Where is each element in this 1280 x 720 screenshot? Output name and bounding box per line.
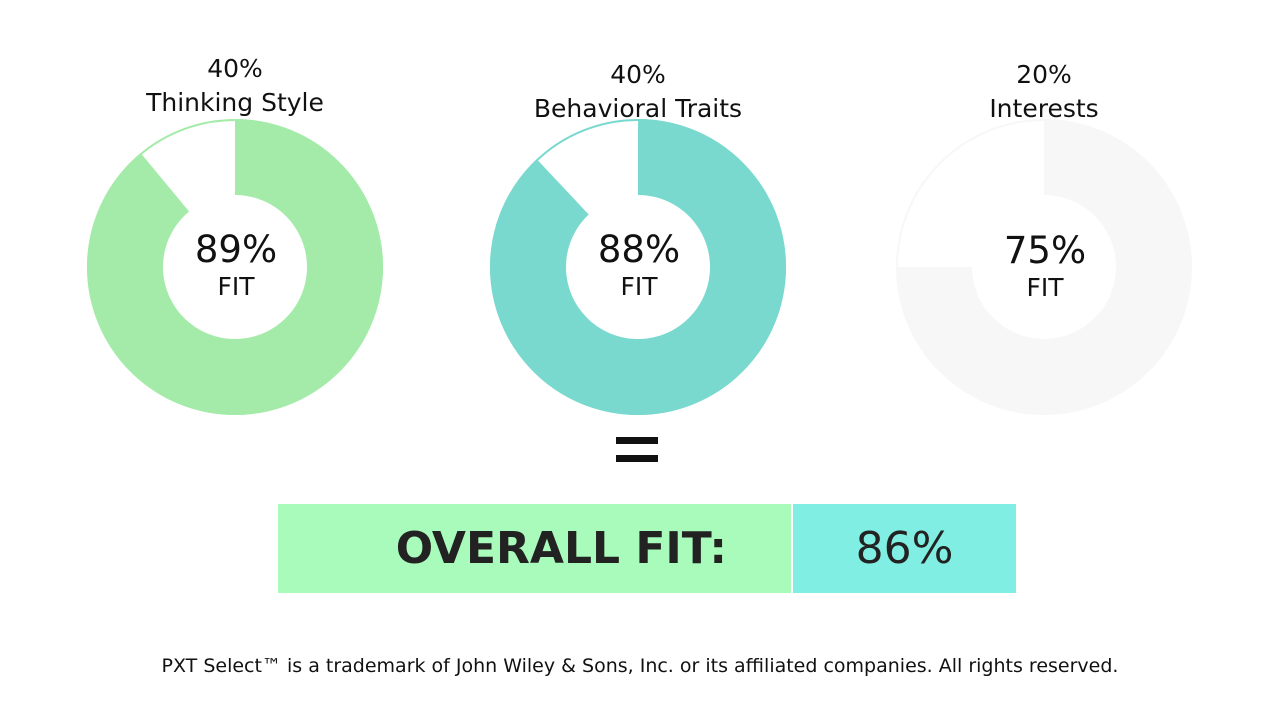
equals-sign <box>616 437 658 473</box>
fit-label: FIT <box>1026 273 1064 302</box>
weight-label: 40% <box>610 60 666 89</box>
category-label: Interests <box>989 94 1099 123</box>
fit-label: FIT <box>620 272 658 301</box>
overall-fit-value: 86% <box>791 504 1016 593</box>
donut-center-behavioral: 88% FIT <box>559 230 719 304</box>
weight-label: 40% <box>207 54 263 83</box>
donut-charts <box>87 119 1192 415</box>
donut-center-thinking: 89% FIT <box>156 230 316 304</box>
trademark-footer: PXT Select™ is a trademark of John Wiley… <box>161 655 1119 677</box>
category-label: Thinking Style <box>146 88 324 117</box>
fit-percent: 75% <box>1003 229 1087 272</box>
header-interests: 20% Interests <box>884 58 1204 126</box>
donut-slice-behavioral-traits <box>489 119 786 415</box>
fit-label: FIT <box>217 272 255 301</box>
weight-label: 20% <box>1016 60 1072 89</box>
fit-percent: 88% <box>597 228 681 271</box>
header-behavioral-traits: 40% Behavioral Traits <box>478 58 798 126</box>
donut-slice-interests <box>896 119 1192 415</box>
category-label: Behavioral Traits <box>533 94 743 123</box>
fit-percent: 89% <box>194 228 278 271</box>
header-thinking-style: 40% Thinking Style <box>75 52 395 120</box>
overall-fit-label: OVERALL FIT: <box>278 504 791 593</box>
donut-slice-thinking-style <box>87 119 384 415</box>
donut-center-interests: 75% FIT <box>965 231 1125 305</box>
overall-fit-bar: OVERALL FIT: 86% <box>278 504 1016 593</box>
